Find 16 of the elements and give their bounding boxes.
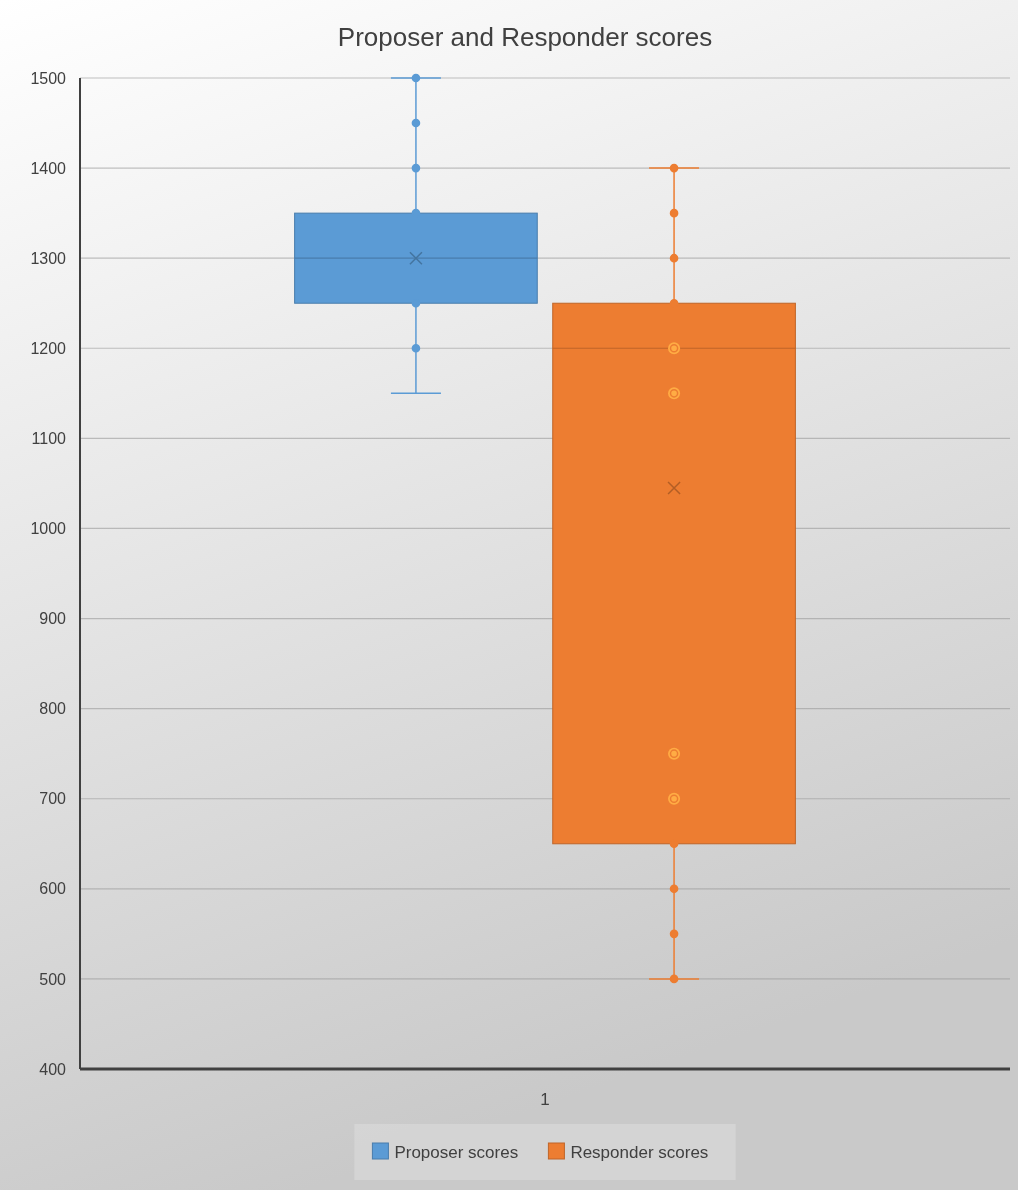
- y-tick-label: 500: [39, 970, 67, 988]
- x-tick-label: 1: [540, 1090, 550, 1109]
- y-tick-label: 1500: [30, 69, 67, 87]
- y-tick-label: 900: [39, 610, 67, 628]
- legend-label: Responder scores: [570, 1142, 709, 1162]
- legend-label: Proposer scores: [394, 1142, 519, 1162]
- y-tick-label: 1400: [30, 159, 67, 177]
- chart-title: Proposer and Responder scores: [337, 22, 713, 52]
- y-tick-label: 1000: [30, 520, 67, 538]
- y-tick-label: 1200: [30, 339, 67, 357]
- y-tick-label: 400: [39, 1060, 67, 1078]
- y-tick-label: 700: [39, 790, 67, 808]
- y-tick-label: 600: [39, 880, 67, 898]
- y-tick-label: 1100: [31, 429, 67, 447]
- y-tick-label: 800: [39, 700, 67, 718]
- y-tick-label: 1300: [30, 249, 67, 267]
